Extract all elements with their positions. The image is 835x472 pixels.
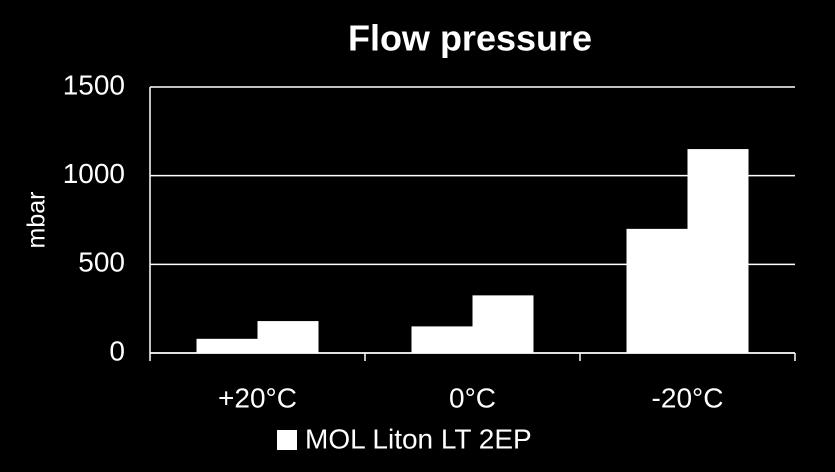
bar: [472, 295, 534, 353]
y-tick-label: 1000: [63, 158, 125, 189]
y-tick-label: 0: [109, 335, 125, 366]
chart-title: Flow pressure: [348, 18, 592, 59]
x-tick-label: -20°C: [652, 382, 724, 413]
y-tick-label: 1500: [63, 69, 125, 100]
legend-swatch: [277, 430, 297, 450]
x-tick-label: 0°C: [449, 382, 496, 413]
bar: [626, 228, 688, 353]
y-tick-label: 500: [78, 247, 125, 278]
y-axis-label: mbar: [23, 192, 51, 249]
legend-label: MOL Liton LT 2EP: [305, 423, 532, 454]
bar: [411, 326, 473, 353]
bar: [196, 338, 258, 353]
bar: [687, 149, 749, 353]
bar: [257, 321, 319, 353]
x-tick-label: +20°C: [218, 382, 297, 413]
